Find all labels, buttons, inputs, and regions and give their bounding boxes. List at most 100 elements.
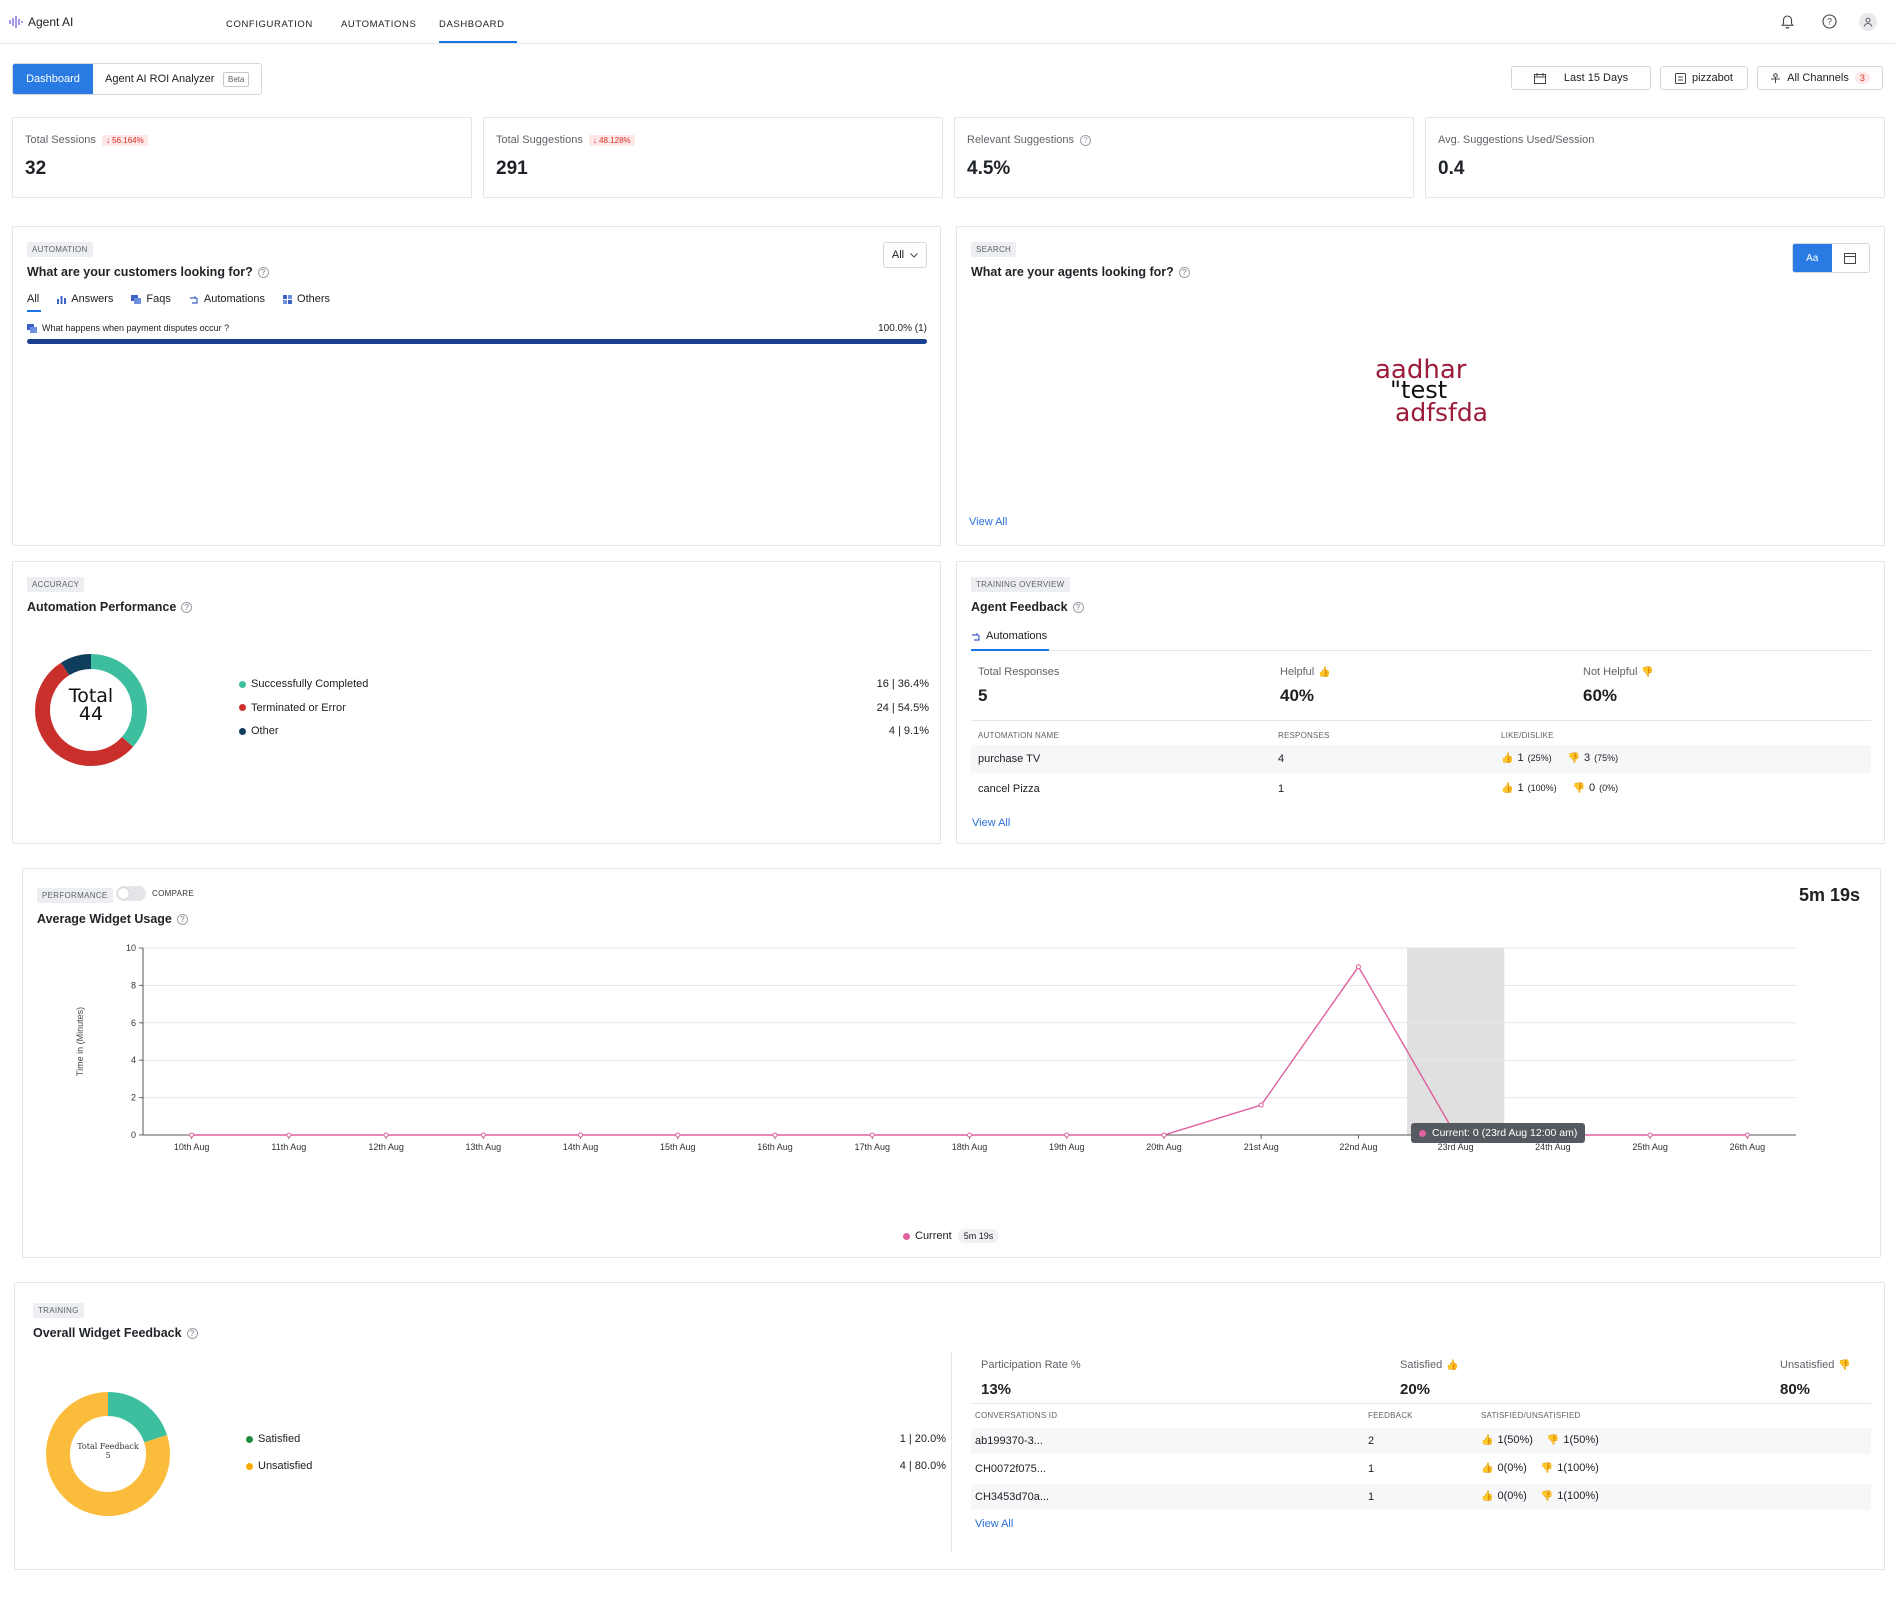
table-row[interactable]: purchase TV 4 👍 1 (25%) 👎 3 (75%) [971,745,1871,773]
date-range-button[interactable]: Last 15 Days [1511,66,1651,90]
tab-automations[interactable]: Automations [189,293,265,305]
tab-automations[interactable]: Automations [971,630,1047,642]
data-point [383,1132,389,1138]
channels-icon [1771,72,1781,83]
faq-icon [27,323,37,333]
conversation-id[interactable]: CH0072f075... [975,1463,1046,1475]
section-tag: ACCURACY [27,577,85,592]
legend-item[interactable]: Other 4 | 9.1% [239,725,929,749]
donut-slice[interactable] [35,654,147,766]
table-row[interactable]: CH0072f075... 1 👍 0(0%) 👎 1(100%) [975,1462,1599,1475]
kpi-label: Avg. Suggestions Used/Session [1438,134,1595,146]
legend-item[interactable]: Successfully Completed 16 | 36.4% [239,678,929,702]
view-all-link[interactable]: View All [969,516,1008,528]
conversation-id[interactable]: ab199370-3... [975,1435,1043,1447]
kpi-card: Total Sessions ↓ 56.164% 32 [12,117,472,198]
word-cloud-word[interactable]: "test [1390,376,1448,404]
view-toggle: Aa [1792,243,1870,273]
responses-count: 4 [1278,753,1285,765]
agents-search-card: SEARCH What are your agents looking for?… [956,226,1885,546]
conversation-id[interactable]: CH3453d70a... [975,1491,1049,1503]
automation-name: cancel Pizza [978,783,1040,795]
top-nav: Agent AI CONFIGURATION AUTOMATIONS DASHB… [0,0,1895,44]
widget-feedback-title: Overall Widget Feedback? [33,1326,198,1340]
customers-tabs: All Answers Faqs Automations Others [27,293,330,312]
agent-feedback-card: TRAINING OVERVIEW Agent Feedback? Automa… [956,561,1885,844]
bar-chart-icon [57,295,67,304]
data-point [869,1132,875,1138]
customers-filter-select[interactable]: All [883,242,927,268]
help-icon[interactable]: ? [1072,602,1084,614]
widget-usage-card: PERFORMANCE COMPARE Average Widget Usage… [22,868,1881,1258]
tab-dashboard[interactable]: Dashboard [13,64,93,94]
donut-slice[interactable] [46,1392,170,1516]
word-cloud-toggle-button[interactable]: Aa [1793,244,1832,272]
waveform-icon [9,16,23,28]
data-point [772,1132,778,1138]
kpi-value: 4.5% [967,158,1011,179]
table-row[interactable]: CH3453d70a... 1 👍 0(0%) 👎 1(100%) [971,1484,1871,1510]
tab-faqs[interactable]: Faqs [131,293,171,305]
x-tick-label: 22nd Aug [1339,1142,1377,1152]
help-icon[interactable]: ? [257,267,269,279]
nav-dashboard[interactable]: DASHBOARD [439,19,505,30]
automation-performance-card: ACCURACY Automation Performance? Total 4… [12,561,941,844]
tab-all[interactable]: All [27,293,41,312]
automation-name: purchase TV [978,753,1041,765]
automation-icon [189,295,198,304]
view-all-link[interactable]: View All [972,817,1011,829]
customer-query-row[interactable]: What happens when payment disputes occur… [27,323,927,344]
help-icon[interactable]: ? [186,1328,198,1340]
word-cloud-word[interactable]: adfsfda [1395,398,1489,427]
data-point [1258,1102,1264,1108]
help-icon[interactable]: ? [181,602,193,614]
user-icon [1863,17,1873,27]
chart-legend[interactable]: Current 5m 19s [903,1229,1000,1243]
responses-count: 1 [1278,783,1285,795]
legend-item[interactable]: Unsatisfied 4 | 80.0% [246,1460,946,1487]
thumbs-down-icon: 👎 [1540,1490,1554,1502]
thumbs-down-icon: 👎 [1838,1359,1851,1371]
legend-item[interactable]: Terminated or Error 24 | 54.5% [239,702,929,726]
bell-icon[interactable] [1781,15,1794,29]
tab-others[interactable]: Others [283,293,330,305]
widget-usage-title: Average Widget Usage? [37,912,188,926]
data-point [1647,1132,1653,1138]
data-point [675,1132,681,1138]
kpi-change-badge: ↓ 48.128% [588,134,635,146]
data-point [1064,1132,1070,1138]
y-tick-label: 2 [131,1093,136,1103]
word-cloud-word[interactable]: aadhar [1375,355,1467,385]
app-logo[interactable]: Agent AI [9,15,73,29]
table-toggle-button[interactable] [1832,244,1870,272]
help-icon[interactable]: ? [1178,267,1190,279]
help-icon[interactable]: ? [176,914,188,926]
compare-label: COMPARE [152,889,194,898]
bot-icon [1675,72,1686,84]
donut-slice[interactable] [35,654,147,766]
help-icon[interactable]: ? [1822,14,1837,29]
thumbs-up-icon: 👍 [1481,1490,1494,1502]
nav-automations[interactable]: AUTOMATIONS [341,19,417,30]
widget-usage-chart: 0 2 4 6 8 10 Time in (Minutes) 10th Aug 11th Aug… [75,943,1796,1152]
channels-button[interactable]: All Channels 3 [1757,66,1883,90]
tab-roi-analyzer[interactable]: Agent AI ROI Analyzer [105,73,215,85]
customer-query-label: What happens when payment disputes occur… [42,323,230,333]
table-row[interactable]: cancel Pizza 1 👍 1 (100%) 👎 0 (0%) [978,782,1619,795]
y-tick-label: 0 [131,1130,136,1140]
compare-toggle[interactable] [116,886,146,901]
data-point [189,1132,195,1138]
avatar[interactable] [1859,13,1877,31]
nav-configuration[interactable]: CONFIGURATION [226,19,313,30]
feedback-stat: Total Responses 5 [978,666,1060,705]
channels-count-badge: 3 [1854,72,1870,84]
table-row[interactable]: ab199370-3... 2 👍 1(50%) 👎 1(50%) [971,1428,1871,1454]
view-all-link[interactable]: View All [975,1518,1014,1530]
tab-answers[interactable]: Answers [57,293,113,305]
bot-select-button[interactable]: pizzabot [1660,66,1748,90]
help-icon[interactable]: ? [1080,134,1092,146]
legend-item[interactable]: Satisfied 1 | 20.0% [246,1433,946,1460]
thumbs-down-icon: 👎 [1540,1462,1554,1474]
data-point [286,1132,292,1138]
automation-performance-title: Automation Performance? [27,600,193,614]
